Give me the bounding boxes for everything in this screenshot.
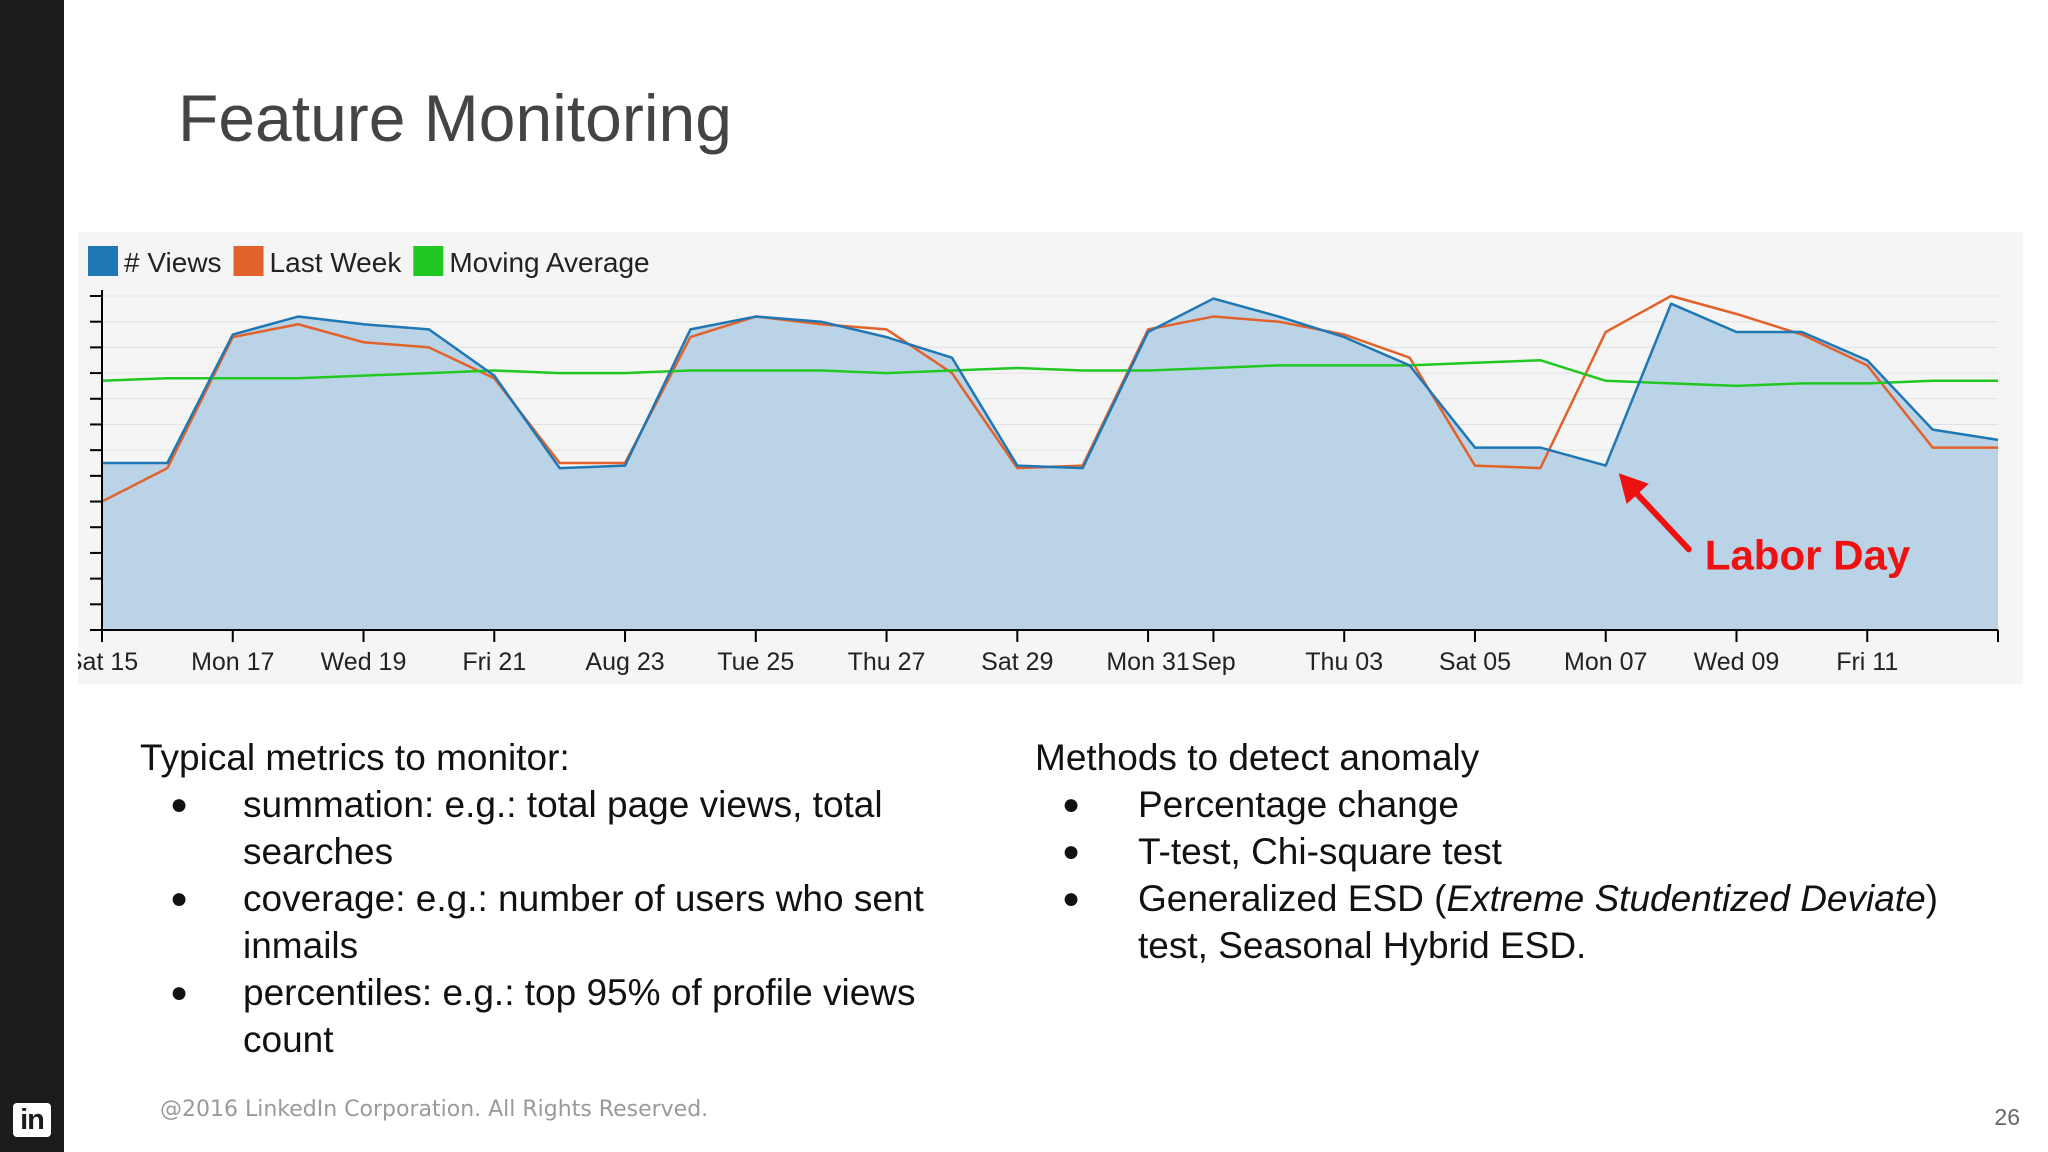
series-line-views: [102, 297, 1999, 470]
method-esd-italic: Extreme Studentized Deviate: [1446, 878, 1926, 919]
x-tick-label: Mon 07: [1564, 648, 1647, 676]
annotation-arrow-head: [1618, 473, 1649, 505]
methods-column: Methods to detect anomaly Percentage cha…: [1035, 734, 1955, 969]
x-tick-label: Aug 23: [585, 648, 664, 676]
method-esd-prefix: Generalized ESD (: [1138, 878, 1447, 919]
x-tick-label: Wed 19: [321, 648, 407, 676]
annotation-label: Labor Day: [1705, 531, 1911, 578]
method-bullet-percentage: Percentage change: [1035, 781, 1955, 828]
x-tick-label: Sat 15: [78, 648, 138, 676]
x-tick-label: Fri 21: [462, 648, 526, 676]
x-tick-label: Mon 31: [1106, 648, 1189, 676]
legend-swatch: [413, 246, 444, 276]
series-line-moving-average: [101, 358, 1998, 388]
x-tick-label: Sat 05: [1439, 648, 1511, 676]
method-bullet-ttest: T-test, Chi-square test: [1035, 828, 1955, 875]
metric-bullet-summation: summation: e.g.: total page views, total…: [140, 781, 1000, 875]
legend-label: # Views: [124, 247, 222, 278]
chart-panel: Sat 15 Mon 17 Wed 19 Fri 21 Aug 23 Tue 25 Thu …: [78, 232, 2023, 684]
legend-label: Last Week: [270, 247, 403, 278]
method-bullet-esd: Generalized ESD (Extreme Studentized Dev…: [1035, 875, 1955, 969]
legend-swatch: [233, 246, 264, 276]
x-tick-label: Tue 25: [717, 648, 794, 676]
copyright-footer: @2016 LinkedIn Corporation. All Rights R…: [160, 1097, 709, 1122]
metrics-list: summation: e.g.: total page views, total…: [140, 781, 1000, 1063]
legend-label: Moving Average: [449, 247, 649, 278]
x-tick-label: Wed 09: [1694, 648, 1780, 676]
x-tick-label: Thu 03: [1305, 648, 1383, 676]
x-tick-label: Mon 17: [191, 648, 274, 676]
views-area: [102, 298, 1998, 630]
x-tick-label: Fri 11: [1836, 648, 1898, 676]
slide-title: Feature Monitoring: [178, 81, 732, 155]
method-esd-suffix: ) test, Seasonal Hybrid ESD.: [1138, 878, 1938, 966]
metrics-column: Typical metrics to monitor: summation: e…: [140, 734, 1000, 1063]
page-number: 26: [1994, 1104, 2020, 1130]
x-tick-label: Sep: [1191, 648, 1235, 676]
x-tick-label: Thu 27: [848, 648, 926, 676]
metric-bullet-coverage: coverage: e.g.: number of users who sent…: [140, 875, 1000, 969]
metric-bullet-percentiles: percentiles: e.g.: top 95% of profile vi…: [140, 969, 1000, 1063]
metrics-heading: Typical metrics to monitor:: [140, 737, 570, 778]
feature-monitoring-chart: Sat 15 Mon 17 Wed 19 Fri 21 Aug 23 Tue 25 Thu …: [78, 246, 1999, 676]
methods-heading: Methods to detect anomaly: [1035, 737, 1480, 778]
linkedin-logo-icon: in: [13, 1103, 51, 1137]
x-tick-label: Sat 29: [981, 648, 1053, 676]
sidebar-strip: in: [0, 0, 64, 1152]
legend-swatch: [88, 246, 118, 276]
methods-list: Percentage change T-test, Chi-square tes…: [1035, 781, 1955, 969]
annotation-arrow-shaft: [1627, 484, 1692, 553]
